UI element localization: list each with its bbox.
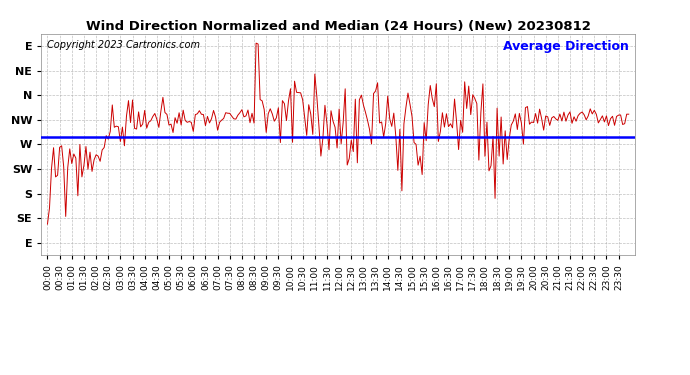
Text: Copyright 2023 Cartronics.com: Copyright 2023 Cartronics.com bbox=[48, 40, 200, 50]
Title: Wind Direction Normalized and Median (24 Hours) (New) 20230812: Wind Direction Normalized and Median (24… bbox=[86, 20, 591, 33]
Text: Average Direction: Average Direction bbox=[503, 40, 629, 53]
